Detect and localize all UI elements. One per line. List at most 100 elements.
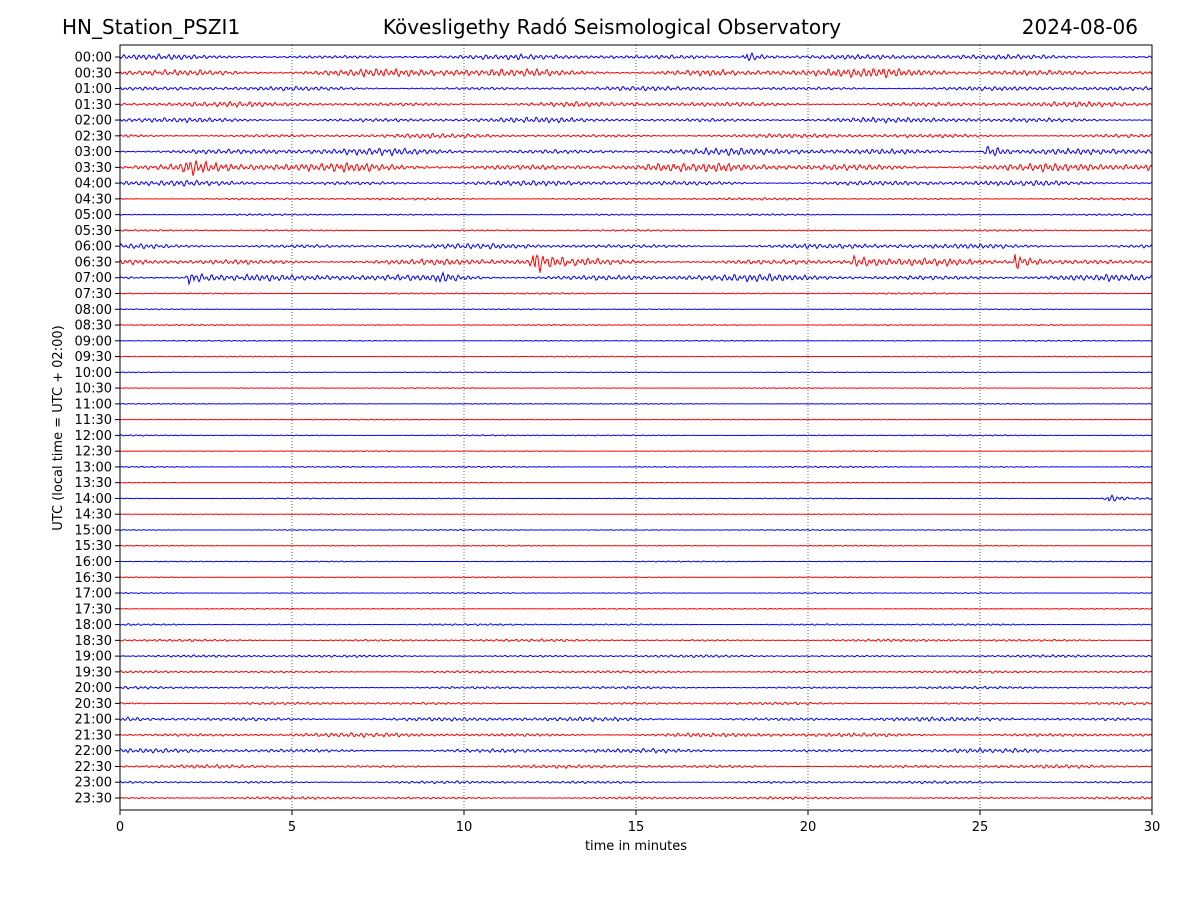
y-tick-label: 15:00 bbox=[75, 523, 112, 538]
trace-1500 bbox=[119, 528, 1153, 532]
y-tick-label: 07:30 bbox=[75, 287, 112, 302]
x-tick-label: 0 bbox=[116, 820, 124, 835]
station-title: HN_Station_PSZI1 bbox=[62, 15, 241, 39]
trace-0030 bbox=[119, 67, 1153, 79]
trace-0200 bbox=[119, 116, 1153, 124]
y-tick-label: 00:00 bbox=[75, 51, 112, 66]
y-tick-label: 06:00 bbox=[75, 240, 112, 255]
trace-2300 bbox=[119, 780, 1153, 785]
observatory-title: Kövesligethy Radó Seismological Observat… bbox=[382, 15, 842, 39]
y-tick-label: 05:00 bbox=[75, 208, 112, 223]
trace-1400 bbox=[119, 494, 1153, 502]
trace-0600 bbox=[119, 242, 1153, 250]
trace-1600 bbox=[119, 560, 1153, 563]
trace-0800 bbox=[119, 308, 1153, 311]
date-title: 2024-08-06 bbox=[1021, 15, 1138, 39]
y-tick-label: 20:00 bbox=[75, 681, 112, 696]
trace-1430 bbox=[119, 513, 1153, 516]
x-axis-label: time in minutes bbox=[585, 839, 687, 854]
trace-2330 bbox=[119, 795, 1153, 800]
y-tick-label: 16:30 bbox=[75, 571, 112, 586]
trace-1200 bbox=[119, 434, 1153, 437]
trace-2200 bbox=[119, 747, 1153, 754]
y-tick-label: 06:30 bbox=[75, 255, 112, 270]
y-tick-label: 15:30 bbox=[75, 539, 112, 554]
trace-2030 bbox=[119, 701, 1153, 706]
y-tick-label: 23:30 bbox=[75, 792, 112, 807]
trace-0930 bbox=[119, 355, 1153, 358]
y-tick-label: 21:30 bbox=[75, 728, 112, 743]
trace-1330 bbox=[119, 481, 1153, 484]
trace-1230 bbox=[119, 450, 1153, 453]
y-tick-label: 07:00 bbox=[75, 271, 112, 286]
y-tick-label: 09:30 bbox=[75, 350, 112, 365]
trace-0730 bbox=[119, 292, 1153, 295]
trace-0700 bbox=[119, 271, 1153, 286]
trace-2000 bbox=[119, 685, 1153, 690]
trace-0900 bbox=[119, 339, 1153, 342]
y-tick-label: 14:00 bbox=[75, 492, 112, 507]
y-tick-label: 10:00 bbox=[75, 366, 112, 381]
y-tick-label: 22:30 bbox=[75, 760, 112, 775]
y-tick-label: 02:00 bbox=[75, 114, 112, 129]
y-tick-label: 17:00 bbox=[75, 587, 112, 602]
y-tick-label: 16:00 bbox=[75, 555, 112, 570]
x-tick-label: 25 bbox=[972, 820, 989, 835]
trace-2130 bbox=[119, 732, 1153, 739]
y-tick-label: 10:30 bbox=[75, 382, 112, 397]
trace-1100 bbox=[120, 402, 1153, 405]
trace-2100 bbox=[119, 716, 1153, 723]
y-tick-label: 04:00 bbox=[75, 177, 112, 192]
trace-1830 bbox=[119, 638, 1153, 643]
y-tick-label: 18:00 bbox=[75, 618, 112, 633]
x-tick-label: 5 bbox=[288, 820, 296, 835]
y-tick-label: 21:00 bbox=[75, 713, 112, 728]
y-tick-label: 01:00 bbox=[75, 82, 112, 97]
y-axis-label: UTC (local time = UTC + 02:00) bbox=[51, 325, 66, 530]
y-tick-label: 11:30 bbox=[75, 413, 112, 428]
y-tick-label: 22:00 bbox=[75, 744, 112, 759]
y-tick-label: 00:30 bbox=[75, 66, 112, 81]
trace-1900 bbox=[119, 654, 1153, 659]
x-tick-label: 15 bbox=[628, 820, 645, 835]
y-tick-label: 01:30 bbox=[75, 98, 112, 113]
y-tick-label: 03:00 bbox=[75, 145, 112, 160]
y-tick-label: 09:00 bbox=[75, 334, 112, 349]
trace-0330 bbox=[119, 159, 1153, 176]
trace-0100 bbox=[119, 85, 1153, 92]
y-tick-label: 11:00 bbox=[75, 397, 112, 412]
y-tick-label: 13:00 bbox=[75, 460, 112, 475]
trace-2230 bbox=[119, 763, 1153, 770]
trace-1730 bbox=[119, 607, 1153, 610]
trace-0630 bbox=[119, 253, 1153, 273]
y-tick-label: 17:30 bbox=[75, 602, 112, 617]
y-tick-label: 18:30 bbox=[75, 634, 112, 649]
x-tick-label: 20 bbox=[800, 820, 817, 835]
y-tick-label: 02:30 bbox=[75, 129, 112, 144]
trace-0130 bbox=[119, 100, 1153, 108]
trace-1030 bbox=[119, 387, 1153, 390]
y-tick-label: 12:00 bbox=[75, 429, 112, 444]
trace-1630 bbox=[119, 576, 1153, 579]
y-tick-label: 20:30 bbox=[75, 697, 112, 712]
x-tick-label: 30 bbox=[1144, 820, 1161, 835]
trace-0400 bbox=[119, 179, 1153, 188]
y-tick-label: 19:30 bbox=[75, 665, 112, 680]
trace-0230 bbox=[119, 132, 1153, 139]
trace-0000 bbox=[119, 51, 1153, 62]
trace-0500 bbox=[119, 213, 1153, 217]
y-tick-label: 23:00 bbox=[75, 776, 112, 791]
trace-1700 bbox=[119, 592, 1153, 595]
y-tick-label: 08:30 bbox=[75, 319, 112, 334]
trace-1530 bbox=[119, 544, 1153, 547]
y-tick-label: 03:30 bbox=[75, 161, 112, 176]
y-tick-label: 08:00 bbox=[75, 303, 112, 318]
trace-1930 bbox=[119, 669, 1153, 674]
y-tick-label: 04:30 bbox=[75, 192, 112, 207]
y-tick-label: 14:30 bbox=[75, 508, 112, 523]
y-tick-label: 13:30 bbox=[75, 476, 112, 491]
trace-1800 bbox=[119, 623, 1153, 627]
trace-0300 bbox=[119, 145, 1153, 157]
trace-1000 bbox=[119, 371, 1153, 374]
